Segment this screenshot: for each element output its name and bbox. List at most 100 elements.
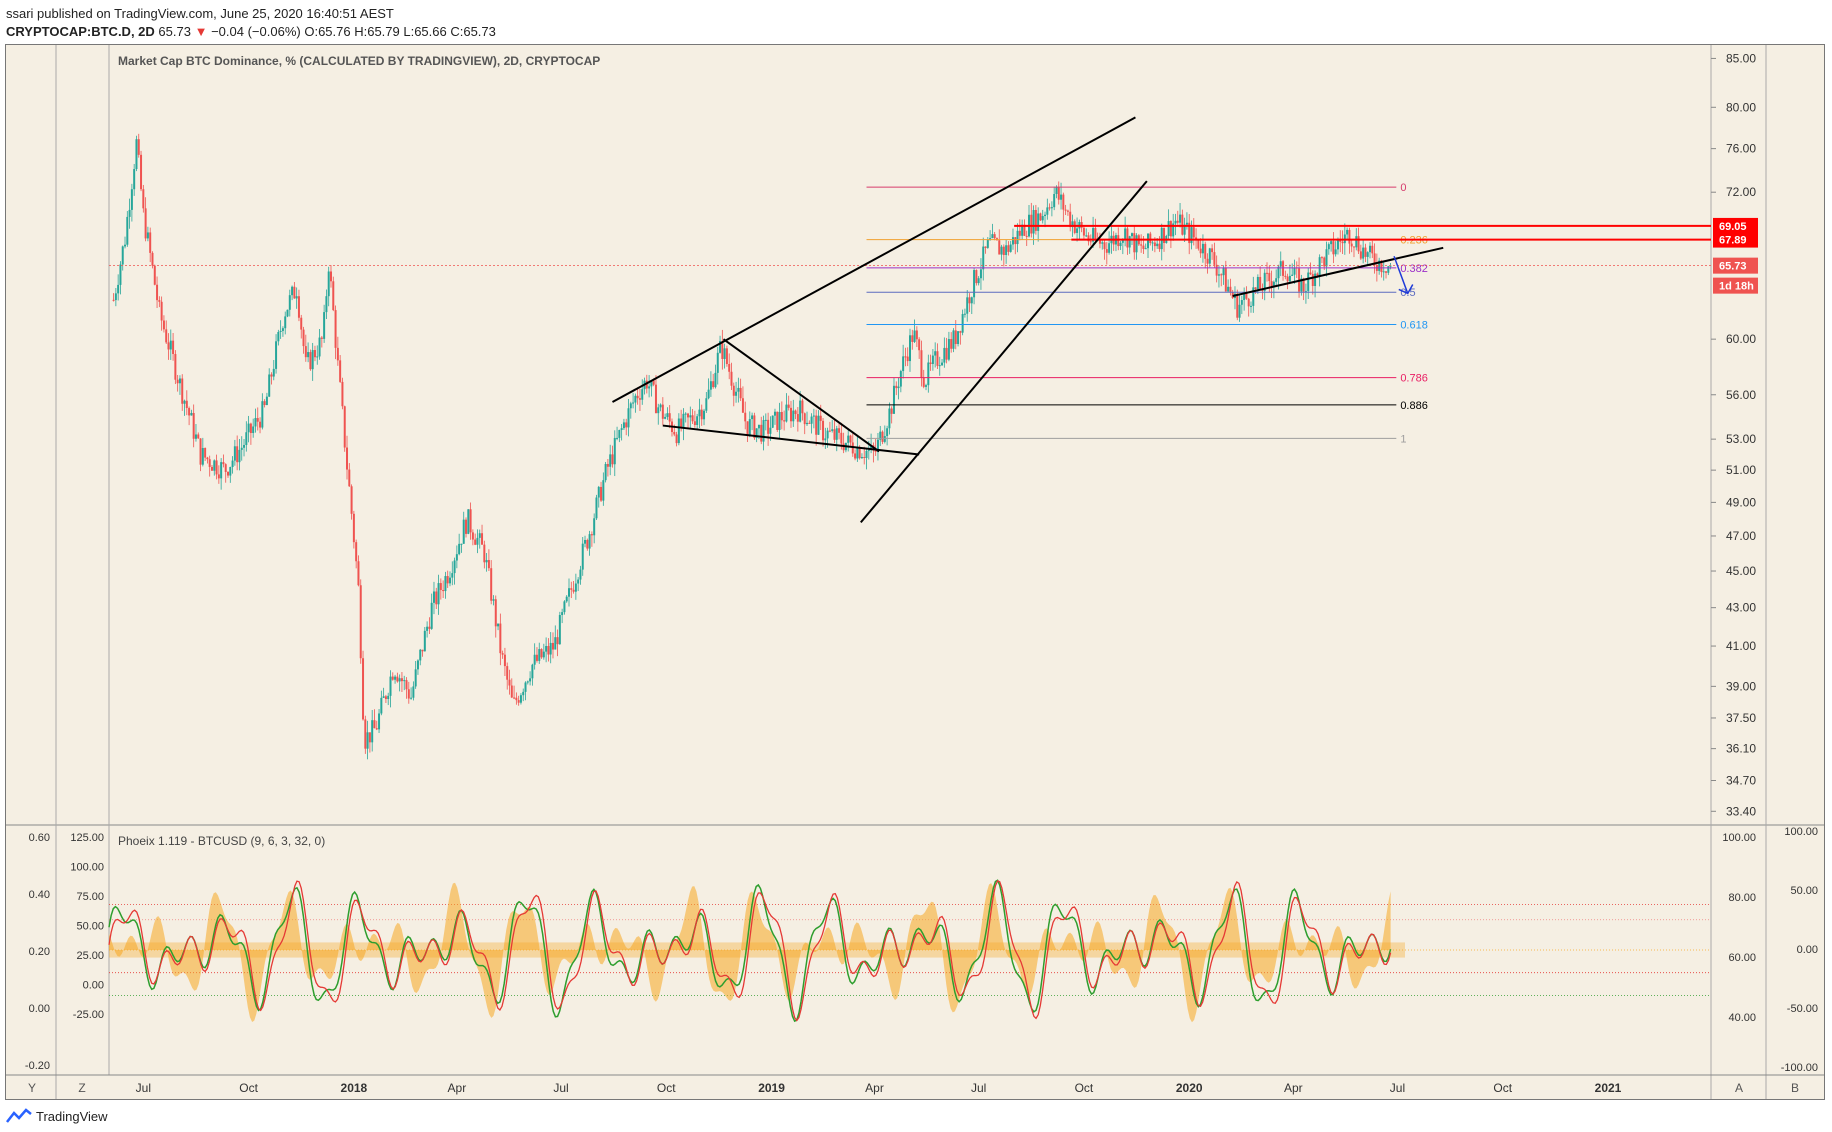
candle-body bbox=[419, 649, 422, 661]
candle-body bbox=[975, 270, 978, 284]
candle-body bbox=[909, 335, 911, 362]
candle-body bbox=[494, 599, 497, 627]
oscillator-area bbox=[109, 882, 1391, 1023]
osc-left-tick-b: 0.00 bbox=[83, 980, 104, 992]
down-arrow[interactable] bbox=[1393, 255, 1409, 294]
candle-body bbox=[890, 408, 893, 414]
candle-body bbox=[1224, 268, 1227, 292]
candle-body bbox=[121, 246, 124, 265]
ohlc: O:65.76 H:65.79 L:65.66 C:65.73 bbox=[304, 24, 496, 39]
candle-body bbox=[172, 340, 175, 355]
candle-body bbox=[1330, 241, 1333, 245]
candle-body bbox=[291, 286, 294, 296]
osc-right-tick-b: 50.00 bbox=[1790, 885, 1818, 897]
trendline[interactable] bbox=[722, 338, 880, 453]
x-tick-label: 2020 bbox=[1176, 1081, 1203, 1095]
symbol-line: CRYPTOCAP:BTC.D, 2D 65.73 ▼ −0.04 (−0.06… bbox=[6, 24, 496, 39]
candle-body bbox=[471, 532, 474, 540]
candle-body bbox=[822, 420, 825, 441]
candle-body bbox=[1309, 272, 1312, 275]
candle-body bbox=[1307, 272, 1310, 292]
candle-body bbox=[197, 434, 200, 439]
candle-body bbox=[947, 339, 950, 360]
osc-left-tick-a: 0.00 bbox=[29, 1003, 50, 1015]
candle-body bbox=[252, 426, 255, 434]
y-button[interactable]: Y bbox=[28, 1081, 36, 1095]
trendline[interactable] bbox=[860, 180, 1148, 524]
candle-body bbox=[1238, 304, 1241, 318]
candle-body bbox=[888, 408, 891, 429]
candle-body bbox=[760, 424, 763, 442]
candle-body bbox=[1034, 209, 1037, 231]
x-tick-label: Apr bbox=[448, 1081, 467, 1095]
candle-body bbox=[666, 413, 669, 417]
candle-body bbox=[430, 602, 433, 629]
auto-scale-button[interactable]: A bbox=[1735, 1081, 1743, 1095]
oscillator-pane[interactable] bbox=[108, 879, 1711, 1023]
chart-frame[interactable]: Market Cap BTC Dominance, % (CALCULATED … bbox=[5, 44, 1825, 1100]
price-tag-label: 1d 18h bbox=[1719, 281, 1754, 293]
osc-left-tick-b: 125.00 bbox=[70, 832, 104, 844]
candle-body bbox=[261, 401, 264, 428]
candle-body bbox=[638, 398, 641, 400]
candle-body bbox=[522, 691, 525, 696]
candle-body bbox=[533, 654, 536, 665]
candle-body bbox=[194, 434, 197, 439]
candle-body bbox=[451, 573, 454, 578]
candle-body bbox=[895, 385, 898, 389]
candle-body bbox=[597, 486, 600, 498]
candle-body bbox=[1130, 233, 1133, 237]
candle-body bbox=[925, 385, 928, 387]
candle-body bbox=[1247, 298, 1250, 307]
candle-body bbox=[751, 415, 754, 420]
candle-body bbox=[112, 299, 115, 301]
oscillator-red-line bbox=[108, 879, 1392, 1022]
b-button[interactable]: B bbox=[1791, 1081, 1799, 1095]
candle-body bbox=[437, 583, 440, 605]
candle-body bbox=[238, 449, 241, 463]
candle-body bbox=[531, 664, 534, 679]
candle-body bbox=[789, 407, 792, 422]
x-tick-label: 2019 bbox=[758, 1081, 785, 1095]
osc-right-tick-a: 80.00 bbox=[1728, 892, 1756, 904]
candle-body bbox=[380, 697, 383, 714]
candle-body bbox=[256, 418, 259, 422]
candle-body bbox=[236, 446, 239, 463]
candle-body bbox=[506, 666, 509, 680]
candle-body bbox=[902, 356, 905, 372]
candle-body bbox=[1119, 242, 1122, 247]
candle-body bbox=[265, 396, 268, 406]
candle-body bbox=[279, 330, 282, 333]
candle-body bbox=[824, 438, 827, 441]
candle-body bbox=[1206, 258, 1209, 264]
candle-body bbox=[728, 364, 731, 372]
candle-body bbox=[423, 630, 426, 652]
candle-body bbox=[627, 408, 630, 428]
candle-body bbox=[137, 139, 140, 155]
candle-body bbox=[1000, 246, 1003, 255]
candle-body bbox=[190, 412, 193, 416]
candle-body bbox=[735, 391, 738, 396]
candle-body bbox=[966, 297, 969, 314]
candle-body bbox=[650, 380, 653, 387]
candle-body bbox=[476, 537, 479, 545]
candle-body bbox=[1382, 271, 1385, 273]
candle-body bbox=[1190, 227, 1193, 244]
candle-body bbox=[307, 352, 310, 358]
candle-body bbox=[478, 533, 481, 538]
chart-svg[interactable]: Market Cap BTC Dominance, % (CALCULATED … bbox=[6, 45, 1824, 1099]
candle-body bbox=[448, 577, 451, 584]
trendline[interactable] bbox=[1232, 246, 1444, 297]
trendline[interactable] bbox=[612, 116, 1136, 403]
candle-body bbox=[730, 371, 733, 386]
candle-body bbox=[1050, 207, 1053, 209]
z-button[interactable]: Z bbox=[78, 1081, 85, 1095]
candle-body bbox=[490, 568, 493, 601]
candle-body bbox=[1071, 221, 1074, 228]
candle-body bbox=[1018, 230, 1021, 236]
trendline[interactable] bbox=[662, 424, 920, 456]
candle-body bbox=[929, 362, 932, 364]
candle-body bbox=[1085, 235, 1088, 237]
axes: 85.00 80.00 76.00 72.00 60.00 56.00 53.00 51.00… bbox=[25, 51, 1818, 1095]
